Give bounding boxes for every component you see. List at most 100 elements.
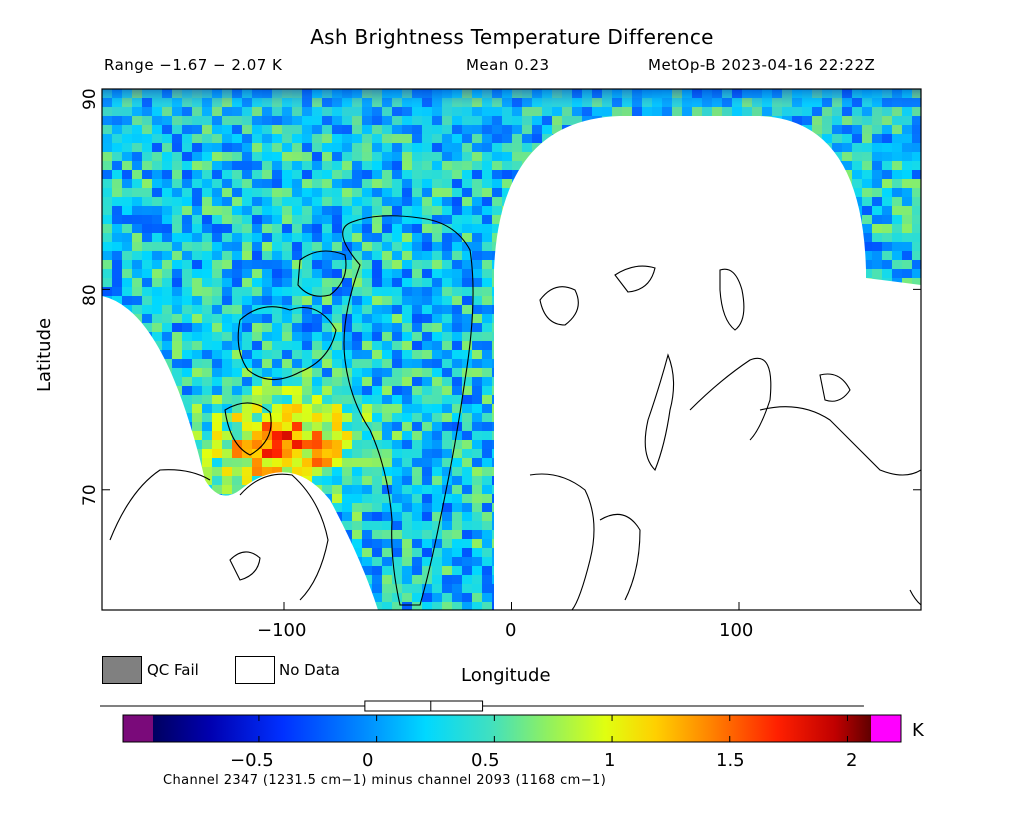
field-cell — [242, 206, 252, 215]
field-cell — [472, 557, 482, 566]
field-cell — [282, 179, 292, 188]
field-cell — [452, 476, 462, 485]
field-cell — [332, 323, 342, 332]
colorbar-tick-label: 1.5 — [716, 750, 745, 771]
field-cell — [252, 458, 262, 467]
field-cell — [392, 395, 402, 404]
field-cell — [382, 377, 392, 386]
field-cell — [332, 332, 342, 341]
field-cell — [362, 440, 372, 449]
field-cell — [852, 170, 862, 179]
field-cell — [402, 494, 412, 503]
field-cell — [472, 215, 482, 224]
field-cell — [162, 260, 172, 269]
field-cell — [882, 269, 892, 278]
field-cell — [482, 305, 492, 314]
field-cell — [402, 215, 412, 224]
field-cell — [202, 467, 212, 476]
field-cell — [232, 332, 242, 341]
field-cell — [382, 188, 392, 197]
colorbar-under — [123, 715, 153, 742]
field-cell — [142, 224, 152, 233]
field-cell — [162, 269, 172, 278]
field-cell — [202, 278, 212, 287]
field-cell — [382, 224, 392, 233]
field-cell — [142, 314, 152, 323]
field-cell — [352, 233, 362, 242]
field-cell — [132, 224, 142, 233]
field-cell — [102, 188, 112, 197]
field-cell — [262, 314, 272, 323]
field-cell — [102, 215, 112, 224]
field-cell — [882, 215, 892, 224]
field-cell — [352, 512, 362, 521]
field-cell — [102, 224, 112, 233]
field-cell — [302, 386, 312, 395]
field-cell — [372, 548, 382, 557]
field-cell — [262, 323, 272, 332]
field-cell — [312, 377, 322, 386]
field-cell — [382, 449, 392, 458]
field-cell — [142, 242, 152, 251]
field-cell — [122, 215, 132, 224]
field-cell — [372, 251, 382, 260]
field-cell — [292, 449, 302, 458]
field-cell — [462, 602, 472, 610]
field-cell — [262, 296, 272, 305]
field-cell — [902, 188, 912, 197]
field-cell — [392, 440, 402, 449]
field-cell — [172, 368, 182, 377]
field-cell — [452, 395, 462, 404]
field-cell — [342, 224, 352, 233]
field-cell — [192, 206, 202, 215]
field-cell — [482, 494, 492, 503]
field-cell — [222, 431, 232, 440]
field-cell — [392, 566, 402, 575]
field-cell — [292, 179, 302, 188]
field-cell — [312, 170, 322, 179]
field-cell — [132, 215, 142, 224]
field-cell — [362, 224, 372, 233]
field-cell — [372, 206, 382, 215]
field-cell — [272, 449, 282, 458]
field-cell — [442, 530, 452, 539]
field-cell — [882, 224, 892, 233]
field-cell — [452, 368, 462, 377]
field-cell — [162, 278, 172, 287]
field-cell — [342, 503, 352, 512]
field-cell — [412, 593, 422, 602]
field-cell — [362, 368, 372, 377]
field-cell — [202, 251, 212, 260]
field-cell — [192, 305, 202, 314]
field-cell — [452, 224, 462, 233]
field-cell — [442, 206, 452, 215]
field-cell — [282, 278, 292, 287]
field-cell — [252, 287, 262, 296]
field-cell — [432, 197, 442, 206]
field-cell — [162, 179, 172, 188]
field-cell — [282, 368, 292, 377]
field-cell — [412, 494, 422, 503]
field-cell — [472, 566, 482, 575]
field-cell — [192, 296, 202, 305]
field-cell — [162, 341, 172, 350]
field-cell — [112, 287, 122, 296]
field-cell — [202, 449, 212, 458]
field-cell — [352, 395, 362, 404]
field-cell — [262, 413, 272, 422]
field-cell — [342, 413, 352, 422]
field-cell — [112, 197, 122, 206]
field-cell — [212, 377, 222, 386]
field-cell — [382, 467, 392, 476]
field-cell — [442, 449, 452, 458]
field-cell — [852, 179, 862, 188]
field-cell — [362, 206, 372, 215]
field-cell — [412, 242, 422, 251]
field-cell — [462, 458, 472, 467]
field-cell — [462, 503, 472, 512]
field-cell — [202, 215, 212, 224]
field-cell — [482, 260, 492, 269]
field-cell — [422, 539, 432, 548]
data-field — [102, 89, 921, 610]
